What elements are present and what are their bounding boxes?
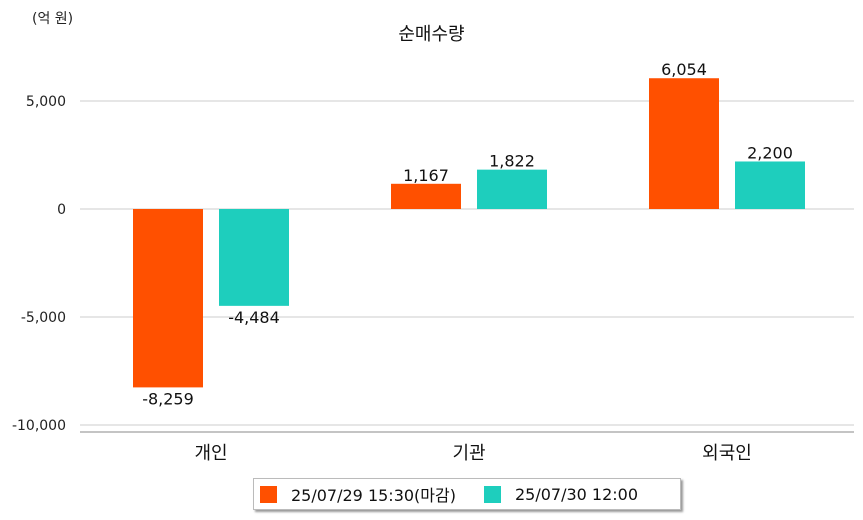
bar <box>477 169 547 209</box>
legend-label-series-2: 25/07/30 12:00 <box>514 484 639 504</box>
legend-swatch-series-1 <box>260 485 277 503</box>
bar <box>133 209 203 388</box>
y-tick-label: 0 <box>57 202 66 218</box>
y-tick-label: -10,000 <box>12 418 66 434</box>
bar <box>391 183 461 209</box>
data-label: 1,822 <box>489 152 535 171</box>
bar <box>219 209 289 306</box>
x-tick-label: 외국인 <box>702 443 752 464</box>
bar <box>735 161 805 209</box>
bar <box>649 78 719 209</box>
data-label: 6,054 <box>661 60 707 79</box>
y-tick-label: -5,000 <box>21 310 66 326</box>
bar-chart: 5,000 0 -5,000 -10,000 개인 -8,259 -4,484 기관 1,167… <box>12 60 854 464</box>
legend-item-series-1[interactable]: 25/07/29 15:30(마감) <box>260 482 456 506</box>
legend-item-series-2[interactable]: 25/07/30 12:00 <box>483 484 639 504</box>
data-label: 1,167 <box>403 166 449 185</box>
data-label: -4,484 <box>228 308 280 327</box>
legend: 25/07/29 15:30(마감) 25/07/30 12:00 <box>253 478 681 510</box>
y-tick-label: 5,000 <box>26 94 66 110</box>
chart-title: 순매수량 <box>398 24 465 45</box>
legend-label-series-1: 25/07/29 15:30(마감) <box>291 486 456 505</box>
x-tick-label: 기관 <box>452 443 485 464</box>
data-label: 2,200 <box>747 143 793 162</box>
legend-swatch-series-2 <box>483 485 501 503</box>
x-tick-label: 개인 <box>194 443 227 464</box>
data-label: -8,259 <box>142 389 194 408</box>
unit-label: (억 원) <box>32 11 74 27</box>
